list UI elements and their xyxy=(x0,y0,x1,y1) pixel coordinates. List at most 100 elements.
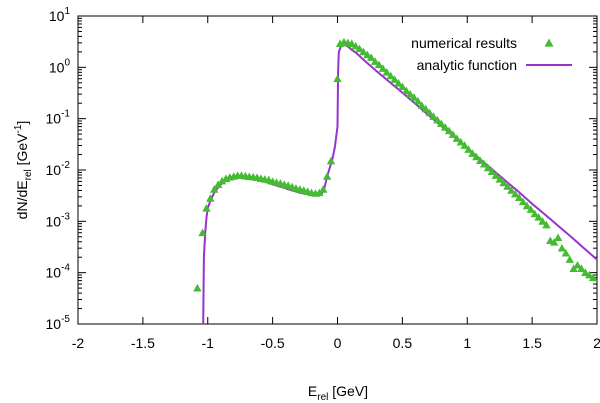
y-tick-label-exp: -1 xyxy=(61,109,70,120)
data-point xyxy=(444,126,454,135)
y-tick-label: 10-3 xyxy=(46,211,71,229)
data-point xyxy=(499,178,508,187)
y-tick-label-exp: -2 xyxy=(61,160,70,171)
data-point xyxy=(456,137,465,146)
data-point xyxy=(577,264,586,272)
data-point xyxy=(565,255,574,263)
legend-label-analytic-function: analytic function xyxy=(417,57,517,73)
data-point xyxy=(322,172,332,180)
y-tick-label: 100 xyxy=(49,57,71,75)
data-point xyxy=(557,243,567,252)
y-axis-label-mid: [GeV xyxy=(14,133,30,169)
y-tick-label: 10-2 xyxy=(46,160,71,178)
data-point xyxy=(429,112,438,120)
y-tick-label-exp: -5 xyxy=(61,314,70,325)
data-point xyxy=(402,86,411,95)
data-point xyxy=(390,75,399,83)
data-point xyxy=(370,57,380,65)
data-point xyxy=(405,89,415,98)
y-axis-label-sub: rel xyxy=(23,169,34,180)
data-point xyxy=(333,74,342,83)
data-point xyxy=(495,175,504,183)
data-point xyxy=(417,101,427,109)
y-axis-label-sup: -1 xyxy=(13,124,24,133)
data-point xyxy=(413,96,423,105)
data-point xyxy=(503,182,512,190)
y-tick-label-exp: 1 xyxy=(64,6,70,17)
data-point xyxy=(374,60,384,69)
data-point xyxy=(464,145,473,153)
y-tick-label: 10-1 xyxy=(46,109,71,127)
data-point xyxy=(437,119,446,128)
y-tick-label-base: 10 xyxy=(46,213,62,229)
y-tick-label-base: 10 xyxy=(46,265,62,281)
data-point xyxy=(448,130,458,138)
data-point xyxy=(319,185,328,193)
data-point xyxy=(476,156,485,165)
data-point xyxy=(573,260,582,269)
y-tick-label-base: 10 xyxy=(46,111,62,127)
y-tick-label-exp: -3 xyxy=(61,211,70,222)
data-point xyxy=(386,71,395,80)
y-axis-label: dN/dErel [GeV-1] xyxy=(13,121,34,220)
x-tick-label: -1.5 xyxy=(131,335,155,351)
data-point xyxy=(206,194,215,202)
data-point xyxy=(217,176,227,185)
data-point xyxy=(409,93,419,101)
data-point xyxy=(507,186,516,194)
x-tick-label: -2 xyxy=(72,335,85,351)
data-point xyxy=(355,44,364,53)
data-point xyxy=(394,79,403,87)
y-tick-label: 10-4 xyxy=(46,263,71,281)
x-tick-label: 1.5 xyxy=(522,335,542,351)
y-tick-label-base: 10 xyxy=(49,59,65,75)
data-point xyxy=(367,53,376,61)
legend: numerical results analytic function xyxy=(411,35,572,73)
data-point xyxy=(491,171,500,179)
x-axis-label: Erel [GeV] xyxy=(308,383,368,403)
data-point xyxy=(553,233,563,242)
data-point xyxy=(472,152,481,161)
y-tick-label-exp: -4 xyxy=(61,263,70,274)
data-point xyxy=(483,163,493,172)
data-point xyxy=(468,149,477,157)
data-point xyxy=(421,104,430,113)
data-point xyxy=(193,283,202,292)
data-point xyxy=(378,64,388,72)
data-point xyxy=(522,201,532,210)
y-tick-label-base: 10 xyxy=(46,162,62,178)
data-point xyxy=(518,197,528,206)
data-point xyxy=(382,68,392,76)
data-point xyxy=(425,108,434,117)
data-point xyxy=(452,134,462,142)
y-tick-label-base: 10 xyxy=(46,316,62,332)
data-point xyxy=(398,82,407,91)
data-point xyxy=(198,228,207,237)
y-axis-label-pre: dN/dE xyxy=(14,180,30,219)
x-tick-label: 2 xyxy=(593,335,600,351)
y-tick-label-base: 10 xyxy=(49,8,65,24)
data-point xyxy=(440,123,450,131)
x-axis-label-main: E xyxy=(308,383,317,399)
data-point xyxy=(585,270,594,279)
y-axis-label-post: ] xyxy=(14,121,30,125)
data-point xyxy=(561,248,571,257)
legend-label-numerical-results: numerical results xyxy=(411,35,517,51)
y-tick-label-exp: 0 xyxy=(64,57,70,68)
data-point xyxy=(549,238,559,246)
x-axis-label-unit: [GeV] xyxy=(328,383,368,399)
data-point xyxy=(530,209,539,218)
data-point xyxy=(363,50,372,59)
x-axis: -2 -1.5 -1 -0.5 0 0.5 1 1.5 2 xyxy=(72,16,600,351)
data-point xyxy=(479,159,489,168)
y-tick-label: 101 xyxy=(49,6,71,24)
data-point xyxy=(359,47,368,56)
data-point xyxy=(514,193,524,201)
data-point xyxy=(202,204,211,212)
data-point xyxy=(538,217,547,225)
x-tick-label: -0.5 xyxy=(261,335,285,351)
data-point xyxy=(460,141,469,149)
x-tick-label: 1 xyxy=(463,335,471,351)
